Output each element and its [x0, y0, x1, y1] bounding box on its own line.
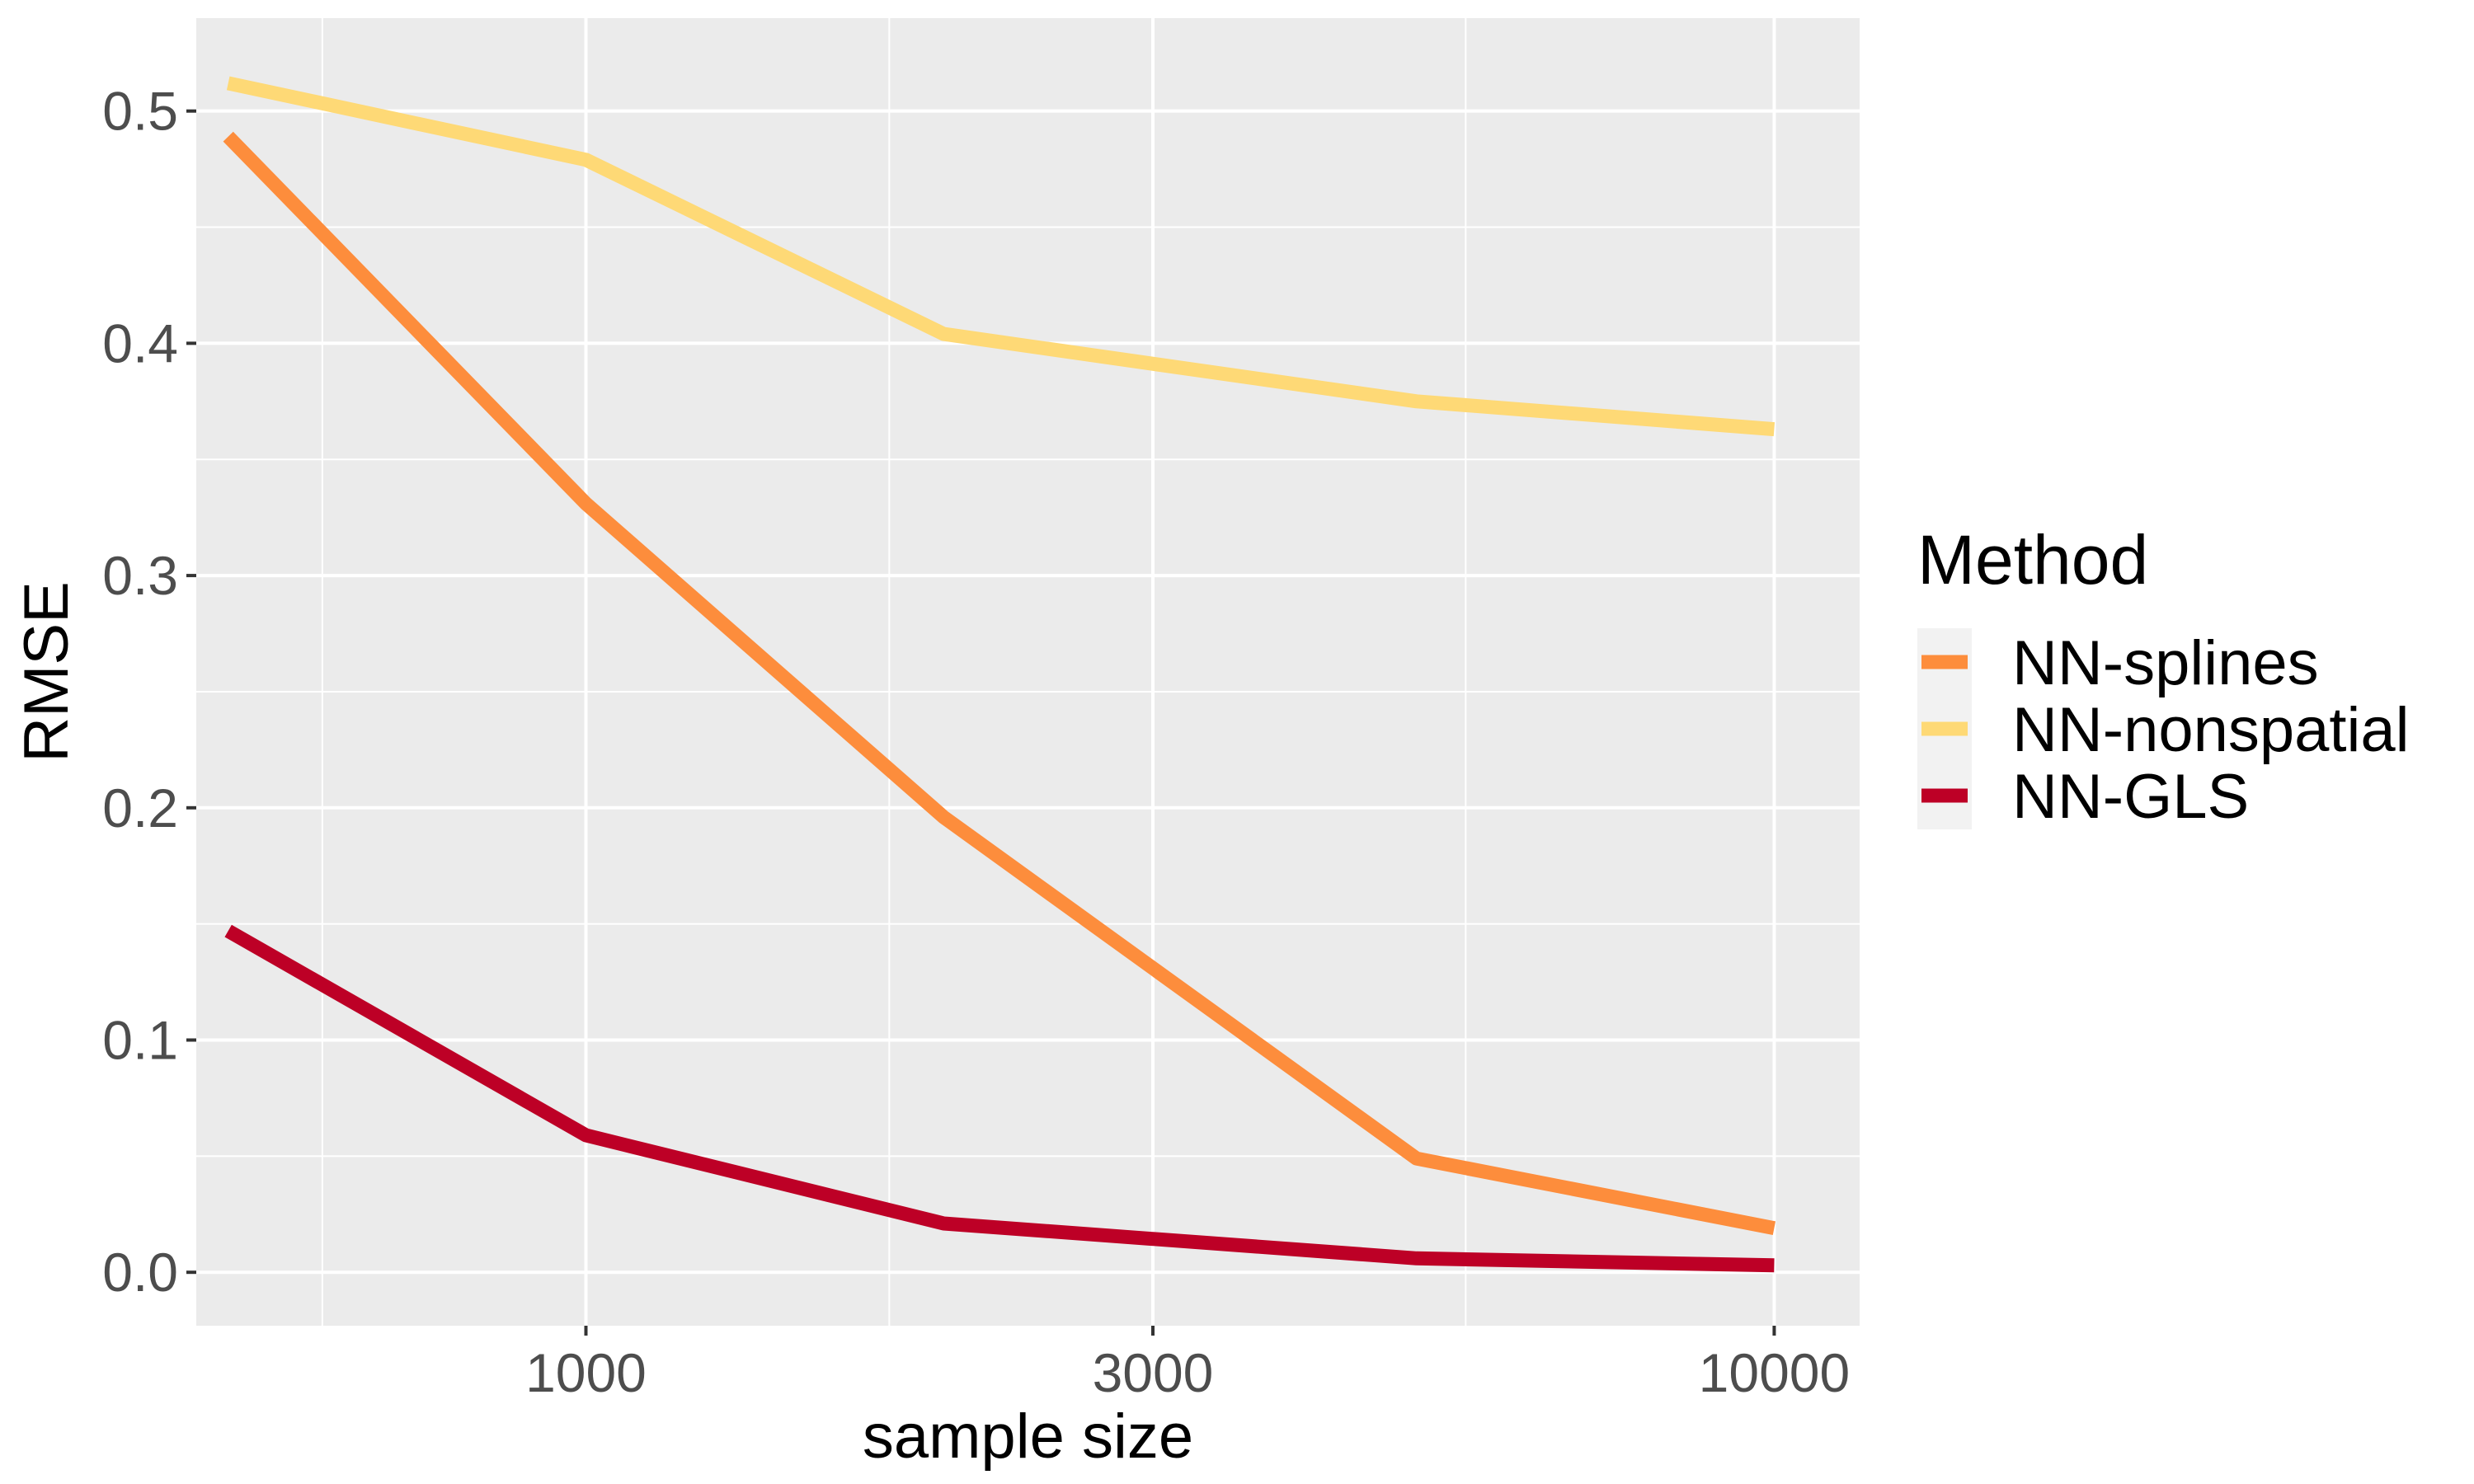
series-lines: [223, 76, 1776, 1273]
series-line-nn-nonspatial: [226, 76, 1776, 437]
x-tick-label: 1000: [525, 1342, 647, 1403]
y-tick-label: 0.0: [102, 1242, 178, 1303]
y-tick-label: 0.4: [102, 312, 178, 373]
x-tick-label: 3000: [1093, 1342, 1214, 1403]
minor-gridlines: [196, 18, 1860, 1326]
legend-label: NN-nonspatial: [2012, 695, 2410, 765]
x-axis: 1000 3000 10000: [525, 1326, 1850, 1403]
y-tick-label: 0.5: [102, 81, 178, 142]
y-tick-label: 0.3: [102, 545, 178, 606]
y-axis-title: RMSE: [12, 581, 82, 763]
major-gridlines: [196, 18, 1860, 1326]
series-line-nn-gls: [224, 924, 1775, 1273]
y-tick-label: 0.2: [102, 777, 178, 838]
y-tick-label: 0.1: [102, 1010, 178, 1071]
y-axis: 0.0 0.1 0.2 0.3 0.4 0.5: [102, 81, 196, 1303]
legend-label: NN-splines: [2012, 628, 2319, 698]
legend-title: Method: [1917, 521, 2148, 599]
plot-panel: [196, 18, 1860, 1326]
legend-label: NN-GLS: [2012, 762, 2249, 832]
x-tick-label: 10000: [1699, 1342, 1851, 1403]
series-line-nn-splines: [223, 131, 1776, 1236]
x-axis-title: sample size: [863, 1402, 1193, 1472]
